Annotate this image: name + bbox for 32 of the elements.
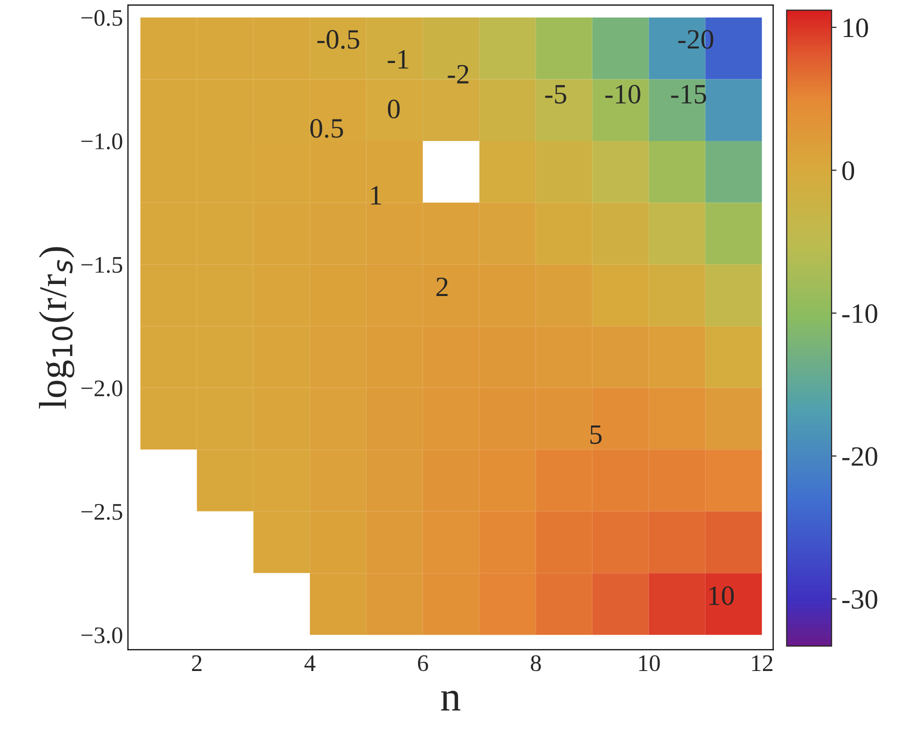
x-tick-label: 2 (192, 655, 202, 671)
annotation: 0.5 (310, 119, 343, 138)
color-bar-label: -30 (842, 590, 878, 609)
y-tick-label: −1.5 (81, 257, 122, 273)
y-tick-label: −2.0 (81, 380, 122, 396)
y-tick-label: −1.0 (81, 133, 122, 150)
annotation: -1 (388, 50, 408, 69)
x-tick-label: 10 (639, 655, 660, 672)
x-axis-title: n (441, 690, 460, 710)
annotation: -20 (678, 30, 714, 49)
x-tick-label: 4 (304, 655, 316, 671)
annotation: -10 (605, 84, 640, 104)
color-bar-label: -20 (842, 447, 878, 466)
annotation: 1 (371, 186, 382, 205)
annotation: -15 (671, 84, 706, 104)
color-bar-label: 0 (842, 161, 854, 180)
x-tick-label: 8 (530, 655, 541, 672)
y-tick-label: −3.0 (81, 627, 122, 644)
x-tick-label: 12 (752, 655, 772, 671)
annotation: 2 (436, 278, 448, 296)
color-bar-label: 10 (844, 18, 868, 38)
annotation: 5 (590, 425, 602, 444)
annotation: -2 (448, 64, 468, 84)
annotation: -0.5 (317, 30, 360, 49)
y-tick-label: −0.5 (81, 10, 122, 26)
x-tick-label: 6 (418, 655, 428, 672)
color-bar-label: -10 (842, 304, 878, 324)
annotation: 0 (388, 100, 400, 118)
y-tick-label: −2.5 (81, 504, 122, 520)
annotation: -5 (545, 85, 566, 104)
y-axis-title: log$_{10}$(r/r$_{s}$) (38, 247, 74, 409)
annotation: 10 (709, 586, 734, 606)
